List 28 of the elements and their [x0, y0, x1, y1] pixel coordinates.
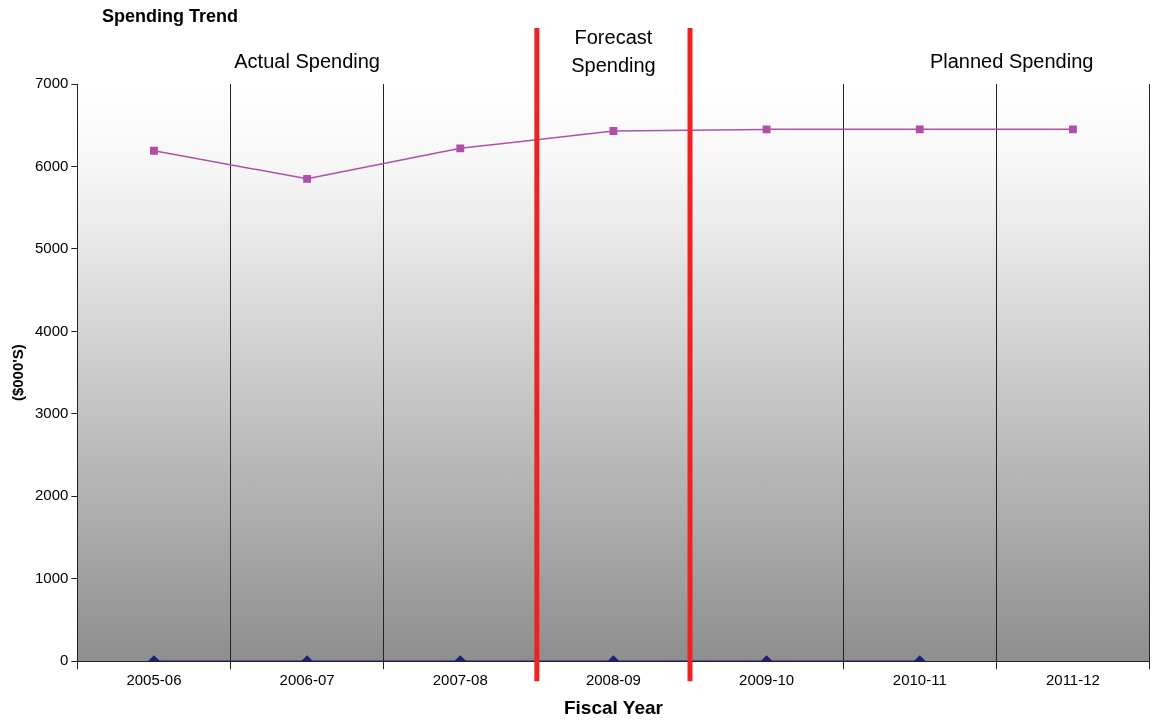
point	[456, 144, 465, 153]
y-axis-title: ($000'S)	[9, 344, 27, 402]
x-axis-title: Fiscal Year	[563, 696, 664, 718]
point	[609, 127, 618, 135]
point	[150, 146, 158, 155]
y-tick-label: 7000	[34, 74, 69, 92]
x-tick-label: 2005-06	[126, 671, 182, 689]
text: Planned Spending	[929, 50, 1094, 72]
y-tick-label: 0	[60, 651, 69, 669]
x-tick-label: 2009-10	[739, 671, 795, 689]
x-tick-label: 2010-11	[892, 671, 947, 689]
y-tick-label: 2000	[34, 486, 69, 504]
point	[762, 125, 771, 134]
x-tick-label: 2007-08	[432, 671, 488, 689]
point	[303, 174, 312, 183]
y-tick-label: 4000	[34, 321, 69, 339]
y-tick-label: 5000	[34, 239, 69, 257]
text: Actual Spending	[234, 50, 380, 72]
x-tick-label: 2008-09	[585, 671, 641, 689]
y-tick-label: 1000	[34, 568, 69, 586]
text: Forecast Spending	[571, 26, 656, 76]
x-tick-label: 2006-07	[279, 671, 335, 689]
point	[915, 125, 924, 134]
chart-title: Spending Trend	[102, 6, 239, 27]
y-tick-label: 3000	[34, 403, 69, 421]
y-tick-label: 6000	[34, 156, 69, 174]
point	[1068, 125, 1077, 134]
x-tick-label: 2011-12	[1045, 671, 1100, 689]
